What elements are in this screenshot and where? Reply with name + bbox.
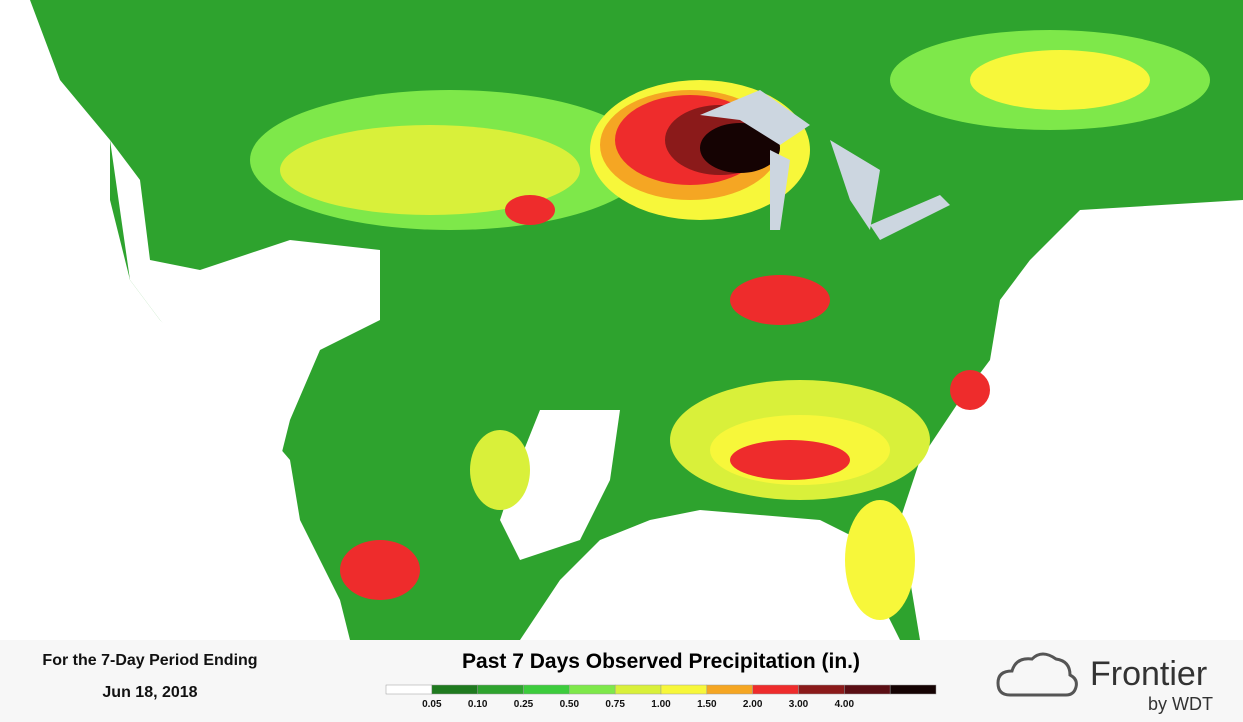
legend-swatch (614, 684, 662, 695)
legend-swatch (798, 684, 845, 695)
legend-swatch (385, 684, 433, 695)
logo-icon (996, 652, 1078, 697)
legend-swatch (706, 684, 753, 695)
legend-label: 0.25 (514, 699, 534, 710)
lake (700, 90, 810, 145)
period-label: For the 7-Day Period Ending (42, 652, 258, 669)
legend-swatch (844, 684, 891, 695)
legend-label: 1.50 (697, 699, 717, 710)
precip-blobs (250, 30, 1210, 620)
logo-name: Frontier (1090, 655, 1208, 693)
legend-label: 4.00 (835, 699, 855, 710)
legend-label: 0.50 (560, 699, 580, 710)
legend-label: 0.05 (422, 699, 442, 710)
pacific (0, 0, 350, 640)
legend-swatch (752, 684, 799, 695)
logo-tagline: by WDT (1148, 694, 1213, 714)
dry-west (110, 140, 380, 460)
lake (770, 150, 790, 230)
gulf (520, 510, 900, 640)
legend-label: 3.00 (789, 699, 809, 710)
legend-label: 1.00 (651, 699, 671, 710)
footer-band (0, 640, 1243, 722)
period-date: Jun 18, 2018 (102, 684, 198, 701)
legend: 0.05 0.10 0.25 0.50 0.75 1.00 1.50 2.00 3.00 4.00 (385, 684, 937, 710)
atlantic (900, 200, 1243, 640)
legend-swatch (569, 684, 616, 695)
legend-swatch (660, 684, 708, 695)
map-title: Past 7 Days Observed Precipitation (in.) (462, 650, 860, 673)
legend-swatch (477, 684, 524, 695)
legend-label: 2.00 (743, 699, 763, 710)
lake (870, 195, 950, 240)
legend-swatch (523, 684, 570, 695)
dry-texas (500, 410, 620, 560)
legend-swatch (431, 684, 478, 695)
legend-swatch (889, 684, 937, 695)
legend-label: 0.75 (605, 699, 625, 710)
legend-label: 0.10 (468, 699, 488, 710)
lake (830, 140, 880, 230)
